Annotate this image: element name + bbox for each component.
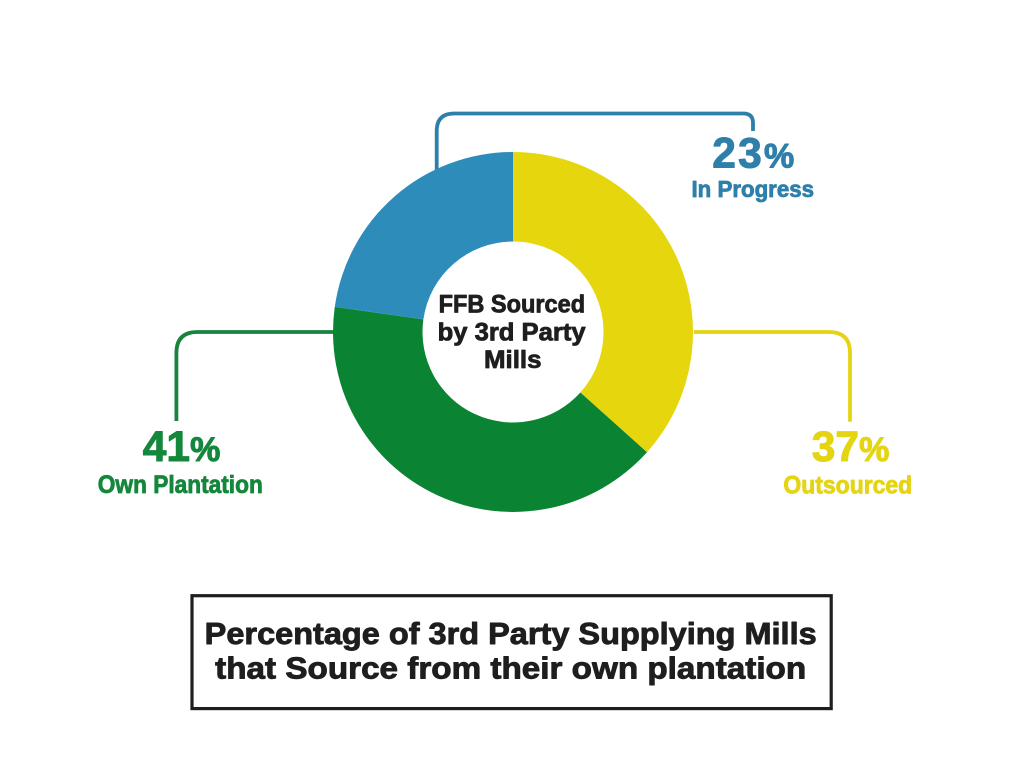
- svg-text:41%: 41%: [143, 424, 221, 471]
- svg-text:that Source from their own pla: that Source from their own plantation: [215, 650, 806, 685]
- svg-text:Own Plantation: Own Plantation: [98, 471, 263, 499]
- svg-text:37%: 37%: [812, 424, 890, 471]
- svg-text:Outsourced: Outsourced: [783, 472, 912, 500]
- svg-text:FFB Sourced: FFB Sourced: [439, 291, 585, 319]
- svg-text:Percentage of 3rd Party Supply: Percentage of 3rd Party Supplying Mills: [205, 616, 817, 651]
- svg-text:Mills: Mills: [484, 346, 542, 374]
- svg-text:In Progress: In Progress: [692, 176, 815, 202]
- svg-text:by 3rd Party: by 3rd Party: [438, 319, 586, 347]
- svg-text:23%: 23%: [712, 130, 796, 177]
